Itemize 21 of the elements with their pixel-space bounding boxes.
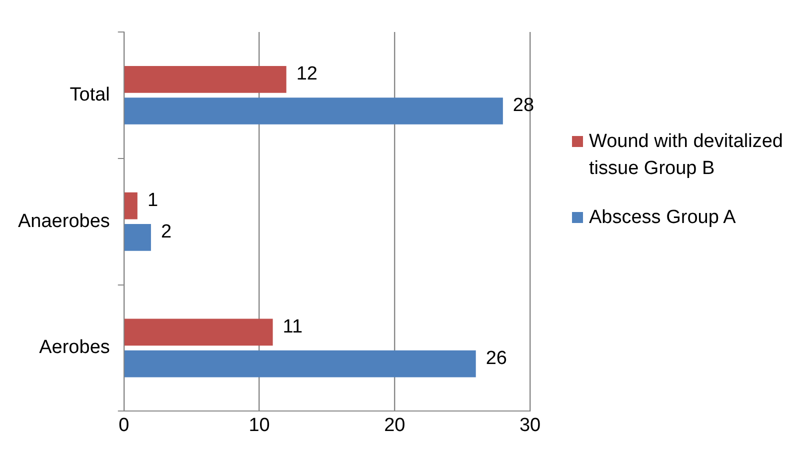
bar: [124, 66, 286, 93]
data-label: 11: [282, 316, 303, 338]
x-tick-label: 30: [519, 414, 541, 436]
data-label: 1: [147, 190, 158, 212]
data-label: 12: [296, 64, 318, 85]
bar: [124, 192, 138, 220]
bar: [124, 224, 151, 251]
x-tick-label: 20: [384, 414, 406, 436]
y-tick-label: Anaerobes: [18, 210, 110, 232]
data-label: 28: [512, 95, 534, 116]
legend-label: Wound with devitalized tissue Group B: [589, 130, 784, 181]
y-tick-label: Aerobes: [39, 337, 110, 358]
legend-label: Abscess Group A: [589, 206, 736, 230]
x-tick-label: 0: [118, 414, 130, 436]
bar: [124, 318, 273, 346]
bar: [124, 98, 503, 124]
x-tick-label: 10: [248, 414, 270, 436]
data-label: 2: [160, 222, 172, 243]
bar: [124, 350, 476, 378]
data-label: 26: [486, 348, 507, 370]
y-tick-label: Total: [70, 84, 110, 106]
